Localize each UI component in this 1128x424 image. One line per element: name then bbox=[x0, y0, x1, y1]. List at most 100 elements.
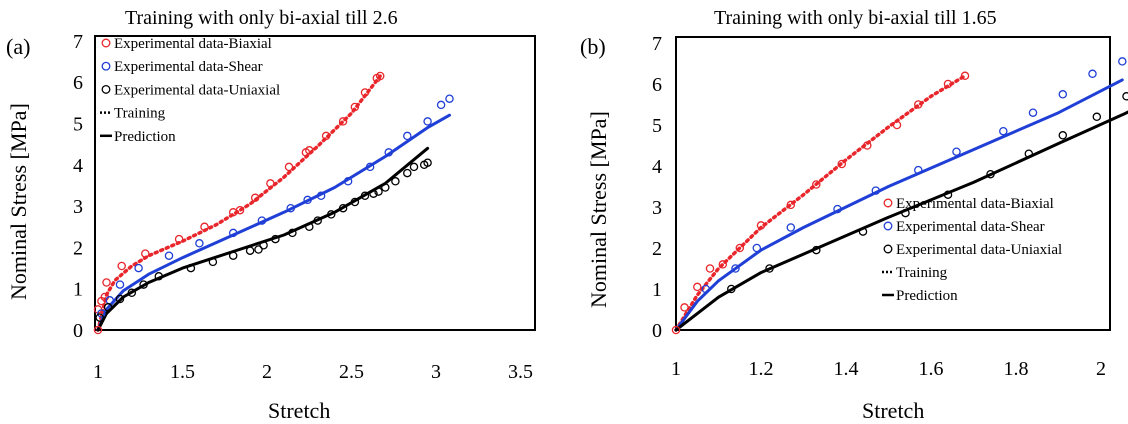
y-tick-label: 3 bbox=[652, 197, 662, 219]
data-point-shear bbox=[195, 239, 204, 248]
data-point-shear bbox=[731, 264, 740, 273]
data-point-uniaxial bbox=[208, 257, 218, 267]
panel-label-a: (a) bbox=[6, 34, 30, 59]
x-tick-label: 1.8 bbox=[1004, 358, 1029, 380]
data-marks-a bbox=[93, 71, 454, 335]
legend-item: Experimental data-Biaxial bbox=[883, 196, 1054, 212]
legend-item: Prediction bbox=[882, 288, 958, 304]
data-point-shear bbox=[303, 195, 312, 205]
x-tick-label: 1.6 bbox=[919, 358, 944, 380]
data-point-uniaxial bbox=[1058, 131, 1068, 140]
data-point-biaxial bbox=[735, 243, 745, 253]
data-point-biaxial bbox=[671, 325, 681, 335]
legend-marker bbox=[101, 38, 111, 48]
legend-label: Training bbox=[114, 106, 166, 122]
x-tick-label: 1 bbox=[671, 358, 681, 380]
data-point-shear bbox=[365, 162, 375, 172]
y-tick-label: 2 bbox=[652, 238, 662, 260]
data-point-uniaxial bbox=[727, 284, 736, 294]
y-axis-label-a: Nominal Stress [MPa] bbox=[6, 103, 31, 300]
legend-label: Experimental data-Shear bbox=[896, 219, 1045, 235]
data-point-uniaxial bbox=[127, 288, 137, 298]
legend-label: Experimental data-Shear bbox=[114, 59, 263, 75]
data-point-biaxial bbox=[914, 100, 923, 109]
data-point-uniaxial bbox=[186, 263, 196, 273]
data-point-biaxial bbox=[200, 222, 209, 232]
legend-label: Experimental data-Biaxial bbox=[896, 196, 1054, 212]
data-point-shear bbox=[286, 203, 295, 213]
data-point-shear bbox=[257, 216, 267, 225]
data-point-uniaxial bbox=[858, 227, 868, 236]
data-point-shear bbox=[445, 94, 454, 103]
x-tick-label: 1.4 bbox=[834, 358, 859, 380]
legend-marker bbox=[101, 61, 111, 71]
data-point-uniaxial bbox=[1092, 112, 1102, 122]
data-point-uniaxial bbox=[259, 241, 268, 250]
data-point-shear bbox=[164, 251, 174, 260]
data-point-uniaxial bbox=[1024, 149, 1034, 158]
legend-item: Prediction bbox=[100, 129, 176, 145]
data-point-uniaxial bbox=[360, 191, 370, 201]
x-tick-label: 2 bbox=[1096, 358, 1106, 380]
data-point-shear bbox=[423, 117, 432, 126]
data-point-biaxial bbox=[360, 88, 370, 97]
legend-label: Experimental data-Uniaxial bbox=[896, 242, 1062, 258]
data-point-uniaxial bbox=[95, 313, 104, 322]
data-point-biaxial bbox=[266, 179, 275, 188]
data-point-biaxial bbox=[786, 200, 796, 210]
x-tick-label: 2.5 bbox=[339, 361, 364, 383]
data-point-shear bbox=[134, 263, 143, 273]
data-point-biaxial bbox=[718, 260, 728, 269]
data-point-uniaxial bbox=[154, 272, 164, 281]
x-tick-label: 1 bbox=[93, 361, 103, 383]
data-point-biaxial bbox=[117, 261, 126, 271]
data-point-uniaxial bbox=[228, 251, 238, 260]
prediction-line bbox=[674, 110, 1128, 332]
chart-title-b: Training with only bi-axial till 1.65 bbox=[714, 7, 997, 29]
data-point-shear bbox=[1118, 57, 1127, 66]
data-point-shear bbox=[999, 126, 1008, 136]
data-point-biaxial bbox=[305, 146, 314, 155]
data-point-uniaxial bbox=[369, 189, 378, 198]
data-point-uniaxial bbox=[350, 197, 360, 207]
data-point-shear bbox=[97, 309, 106, 318]
prediction-line bbox=[674, 78, 1124, 332]
data-point-uniaxial bbox=[288, 228, 297, 238]
data-point-uniaxial bbox=[103, 303, 113, 312]
legend-item: Experimental data-Uniaxial bbox=[101, 82, 280, 98]
data-point-shear bbox=[833, 204, 842, 214]
data-point-biaxial bbox=[350, 102, 360, 112]
y-tick-label: 4 bbox=[652, 156, 662, 178]
legend-marker bbox=[883, 244, 893, 254]
data-point-biaxial bbox=[93, 325, 103, 335]
data-point-biaxial bbox=[375, 71, 385, 81]
x-axis-label-b: Stretch bbox=[862, 398, 924, 423]
data-point-uniaxial bbox=[943, 190, 953, 199]
data-point-uniaxial bbox=[391, 177, 400, 186]
data-point-shear bbox=[914, 165, 923, 175]
data-point-shear bbox=[343, 177, 353, 186]
training-line bbox=[96, 74, 382, 332]
x-tick-label: 3.5 bbox=[508, 361, 533, 383]
legend-item: Training bbox=[882, 265, 948, 281]
y-tick-label: 7 bbox=[73, 31, 83, 53]
legend-item: Experimental data-Shear bbox=[101, 59, 263, 75]
data-point-shear bbox=[1028, 108, 1038, 117]
data-point-uniaxial bbox=[986, 169, 995, 179]
legend-item: Training bbox=[100, 106, 166, 122]
data-point-biaxial bbox=[102, 278, 111, 287]
data-point-biaxial bbox=[812, 180, 821, 189]
y-tick-label: 3 bbox=[73, 196, 83, 218]
data-point-uniaxial bbox=[326, 210, 336, 219]
data-point-uniaxial bbox=[374, 187, 383, 196]
legend-label: Training bbox=[896, 265, 948, 281]
data-point-uniaxial bbox=[423, 158, 432, 167]
plot-frame-a bbox=[94, 35, 536, 331]
x-tick-label: 1.2 bbox=[749, 358, 774, 380]
legend-b: Experimental data-Biaxial Experimental da… bbox=[882, 196, 1062, 304]
x-axis-label-a: Stretch bbox=[268, 398, 330, 423]
data-point-uniaxial bbox=[305, 222, 314, 232]
legend-item: Experimental data-Shear bbox=[883, 219, 1045, 235]
